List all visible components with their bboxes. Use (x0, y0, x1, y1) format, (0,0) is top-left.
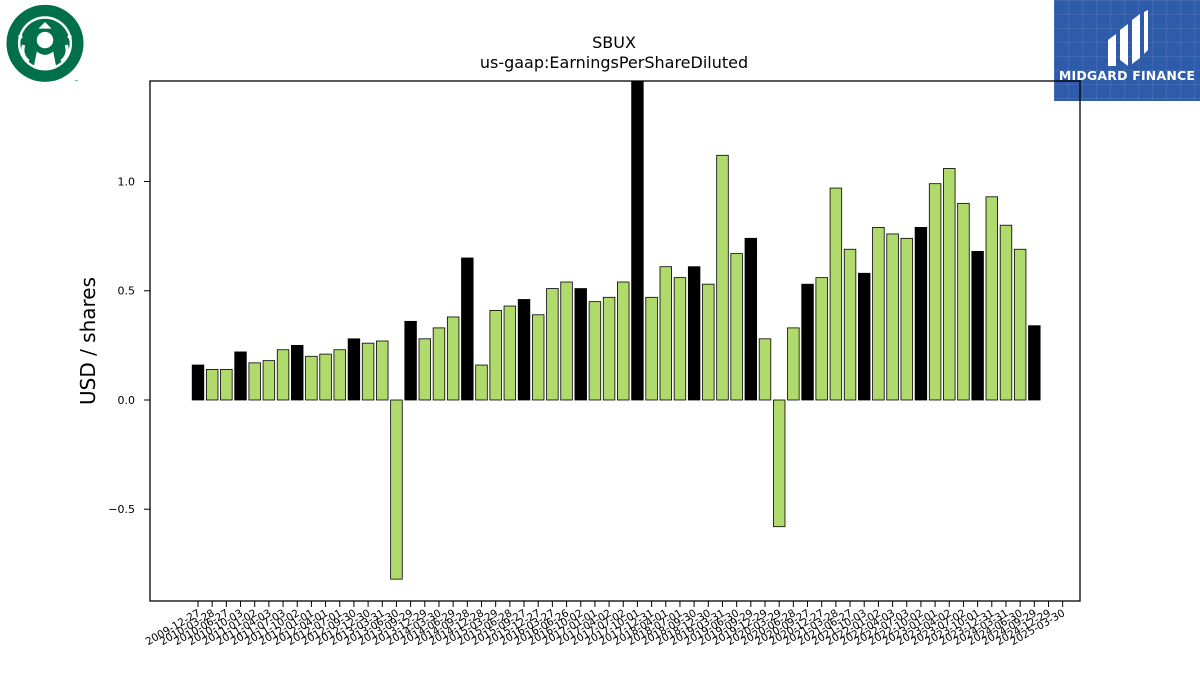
midgard-finance-logo: MIDGARD FINANCE (1054, 0, 1200, 101)
bar-2014-12-28 (475, 364, 488, 401)
bar-2012-04-01 (319, 353, 332, 401)
bar-2022-07-03 (900, 237, 913, 401)
trademark-mark: ™ (74, 80, 79, 86)
y-ticks: −0.5 0.0 0.5 1.0 (108, 176, 150, 516)
bar-2017-10-01 (631, 80, 644, 401)
bar-2016-06-26 (560, 281, 573, 401)
bar-2024-03-31 (999, 224, 1013, 401)
bar-2020-06-28 (787, 327, 800, 401)
y-tick-label: −0.5 (108, 503, 135, 516)
bar-2015-09-27 (517, 299, 531, 401)
bars-layer (191, 80, 1041, 580)
bar-2011-10-02 (291, 344, 304, 401)
chart-title: SBUX (592, 33, 636, 52)
bar-2018-12-30 (702, 283, 715, 401)
bar-2012-12-30 (361, 342, 375, 401)
bar-2016-10-02 (574, 288, 587, 401)
bar-2021-06-27 (843, 248, 857, 401)
bar-2012-07-01 (333, 349, 346, 401)
midgard-monogram-icon (1108, 10, 1148, 66)
bar-2024-09-29 (1028, 325, 1041, 401)
bar-2020-03-29 (772, 399, 786, 528)
bar-2010-06-27 (220, 368, 233, 401)
bar-2013-03-31 (376, 340, 389, 401)
chart-subtitle: us-gaap:EarningsPerShareDiluted (480, 53, 748, 72)
bar-2012-01-01 (305, 355, 318, 401)
bar-2022-04-03 (886, 233, 899, 401)
bar-2013-09-29 (404, 320, 417, 401)
bar-2020-09-27 (801, 283, 814, 401)
bar-2014-09-28 (461, 257, 474, 401)
bar-2011-01-02 (248, 362, 261, 401)
bar-2017-01-01 (588, 301, 602, 401)
bar-2019-12-29 (758, 338, 772, 401)
bar-2013-06-30 (390, 399, 403, 580)
bar-2017-04-02 (602, 296, 616, 401)
bar-2015-06-28 (503, 305, 517, 401)
bar-2019-09-29 (744, 237, 758, 401)
bar-2015-12-27 (532, 314, 545, 401)
y-tick-label: 0.5 (118, 285, 136, 298)
bar-2021-03-28 (829, 187, 843, 401)
y-tick-label: 1.0 (118, 176, 136, 189)
bar-2023-12-31 (985, 196, 999, 401)
bar-2023-07-02 (957, 202, 970, 401)
bar-2010-10-03 (234, 351, 247, 401)
plot-frame (149, 80, 1081, 602)
bar-2011-04-03 (262, 360, 276, 401)
bar-2013-12-29 (418, 338, 432, 401)
midgard-brand-text: MIDGARD FINANCE (1058, 68, 1196, 83)
bar-2010-03-28 (205, 368, 219, 401)
bar-2014-03-30 (432, 327, 446, 401)
bar-2018-04-01 (659, 266, 672, 401)
bar-2018-07-01 (673, 277, 687, 401)
bar-2017-07-02 (617, 281, 630, 401)
starbucks-logo: ™ (6, 4, 84, 86)
bar-2009-12-27 (191, 364, 205, 401)
bar-2024-06-30 (1013, 248, 1027, 401)
bar-2023-01-01 (928, 183, 942, 401)
y-axis-label: USD / shares (76, 277, 100, 405)
x-ticks: 2009-12-272010-03-282010-06-272010-10-03… (144, 601, 1067, 648)
bar-2014-06-29 (446, 316, 460, 401)
bar-2022-10-02 (914, 226, 928, 401)
bar-2016-03-27 (546, 288, 559, 401)
bar-2022-01-02 (872, 226, 885, 401)
bar-2015-03-29 (489, 310, 502, 401)
bar-2011-07-03 (276, 349, 290, 401)
bar-2023-10-01 (971, 251, 984, 401)
bar-2019-06-30 (730, 253, 743, 401)
bar-2023-04-02 (943, 167, 956, 401)
bar-2018-09-30 (687, 266, 701, 401)
y-tick-label: 0.0 (118, 394, 136, 407)
bar-2021-10-03 (858, 272, 871, 401)
bar-2019-03-31 (716, 154, 729, 401)
bar-2017-12-31 (645, 296, 658, 401)
bar-2012-09-30 (347, 338, 361, 401)
bar-2020-12-27 (815, 277, 828, 401)
